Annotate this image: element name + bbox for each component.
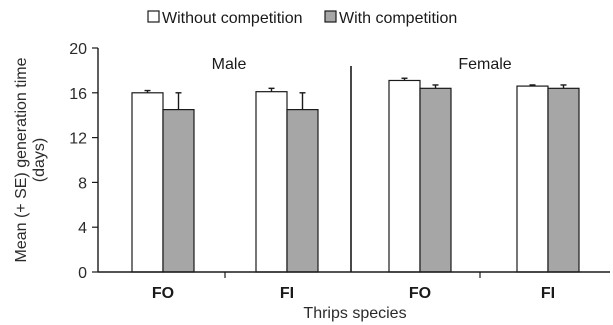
- y-axis-title-line1: Mean (+ SE) generation time: [13, 57, 30, 262]
- category-label: FO: [409, 285, 431, 302]
- category-label: FI: [541, 285, 555, 302]
- axes: [97, 48, 610, 278]
- panel-label: Male: [212, 56, 247, 73]
- legend: Without competition With competition: [147, 10, 457, 27]
- category-label: FI: [280, 285, 294, 302]
- legend-label-with-competition: With competition: [339, 10, 457, 27]
- legend-swatch-without-competition: [147, 10, 160, 23]
- bar: [547, 87, 580, 273]
- bar: [131, 92, 164, 273]
- y-tick-label: 4: [78, 220, 87, 237]
- y-axis-title-line2: (days): [31, 138, 48, 182]
- bar: [286, 108, 319, 273]
- y-tick-label: 20: [69, 41, 87, 58]
- category-labels: FO FI FO FI: [152, 285, 555, 302]
- y-tick-label: 16: [69, 86, 87, 103]
- legend-label-without-competition: Without competition: [162, 10, 303, 27]
- bar: [419, 87, 452, 273]
- x-axis-title: Thrips species: [303, 305, 406, 322]
- bar: [388, 79, 421, 273]
- y-tick-label: 0: [78, 265, 87, 282]
- y-tick-label: 12: [69, 131, 87, 148]
- bar: [162, 108, 195, 273]
- bars: [131, 77, 580, 273]
- bar: [255, 91, 288, 273]
- legend-swatch-with-competition: [324, 10, 337, 23]
- panel-label: Female: [458, 56, 511, 73]
- panel-labels: Male Female: [212, 56, 512, 73]
- y-axis-ticks: 0 4 8 12 16 20: [69, 41, 98, 282]
- category-label: FO: [152, 285, 174, 302]
- bar: [516, 85, 549, 273]
- y-tick-label: 8: [78, 175, 87, 192]
